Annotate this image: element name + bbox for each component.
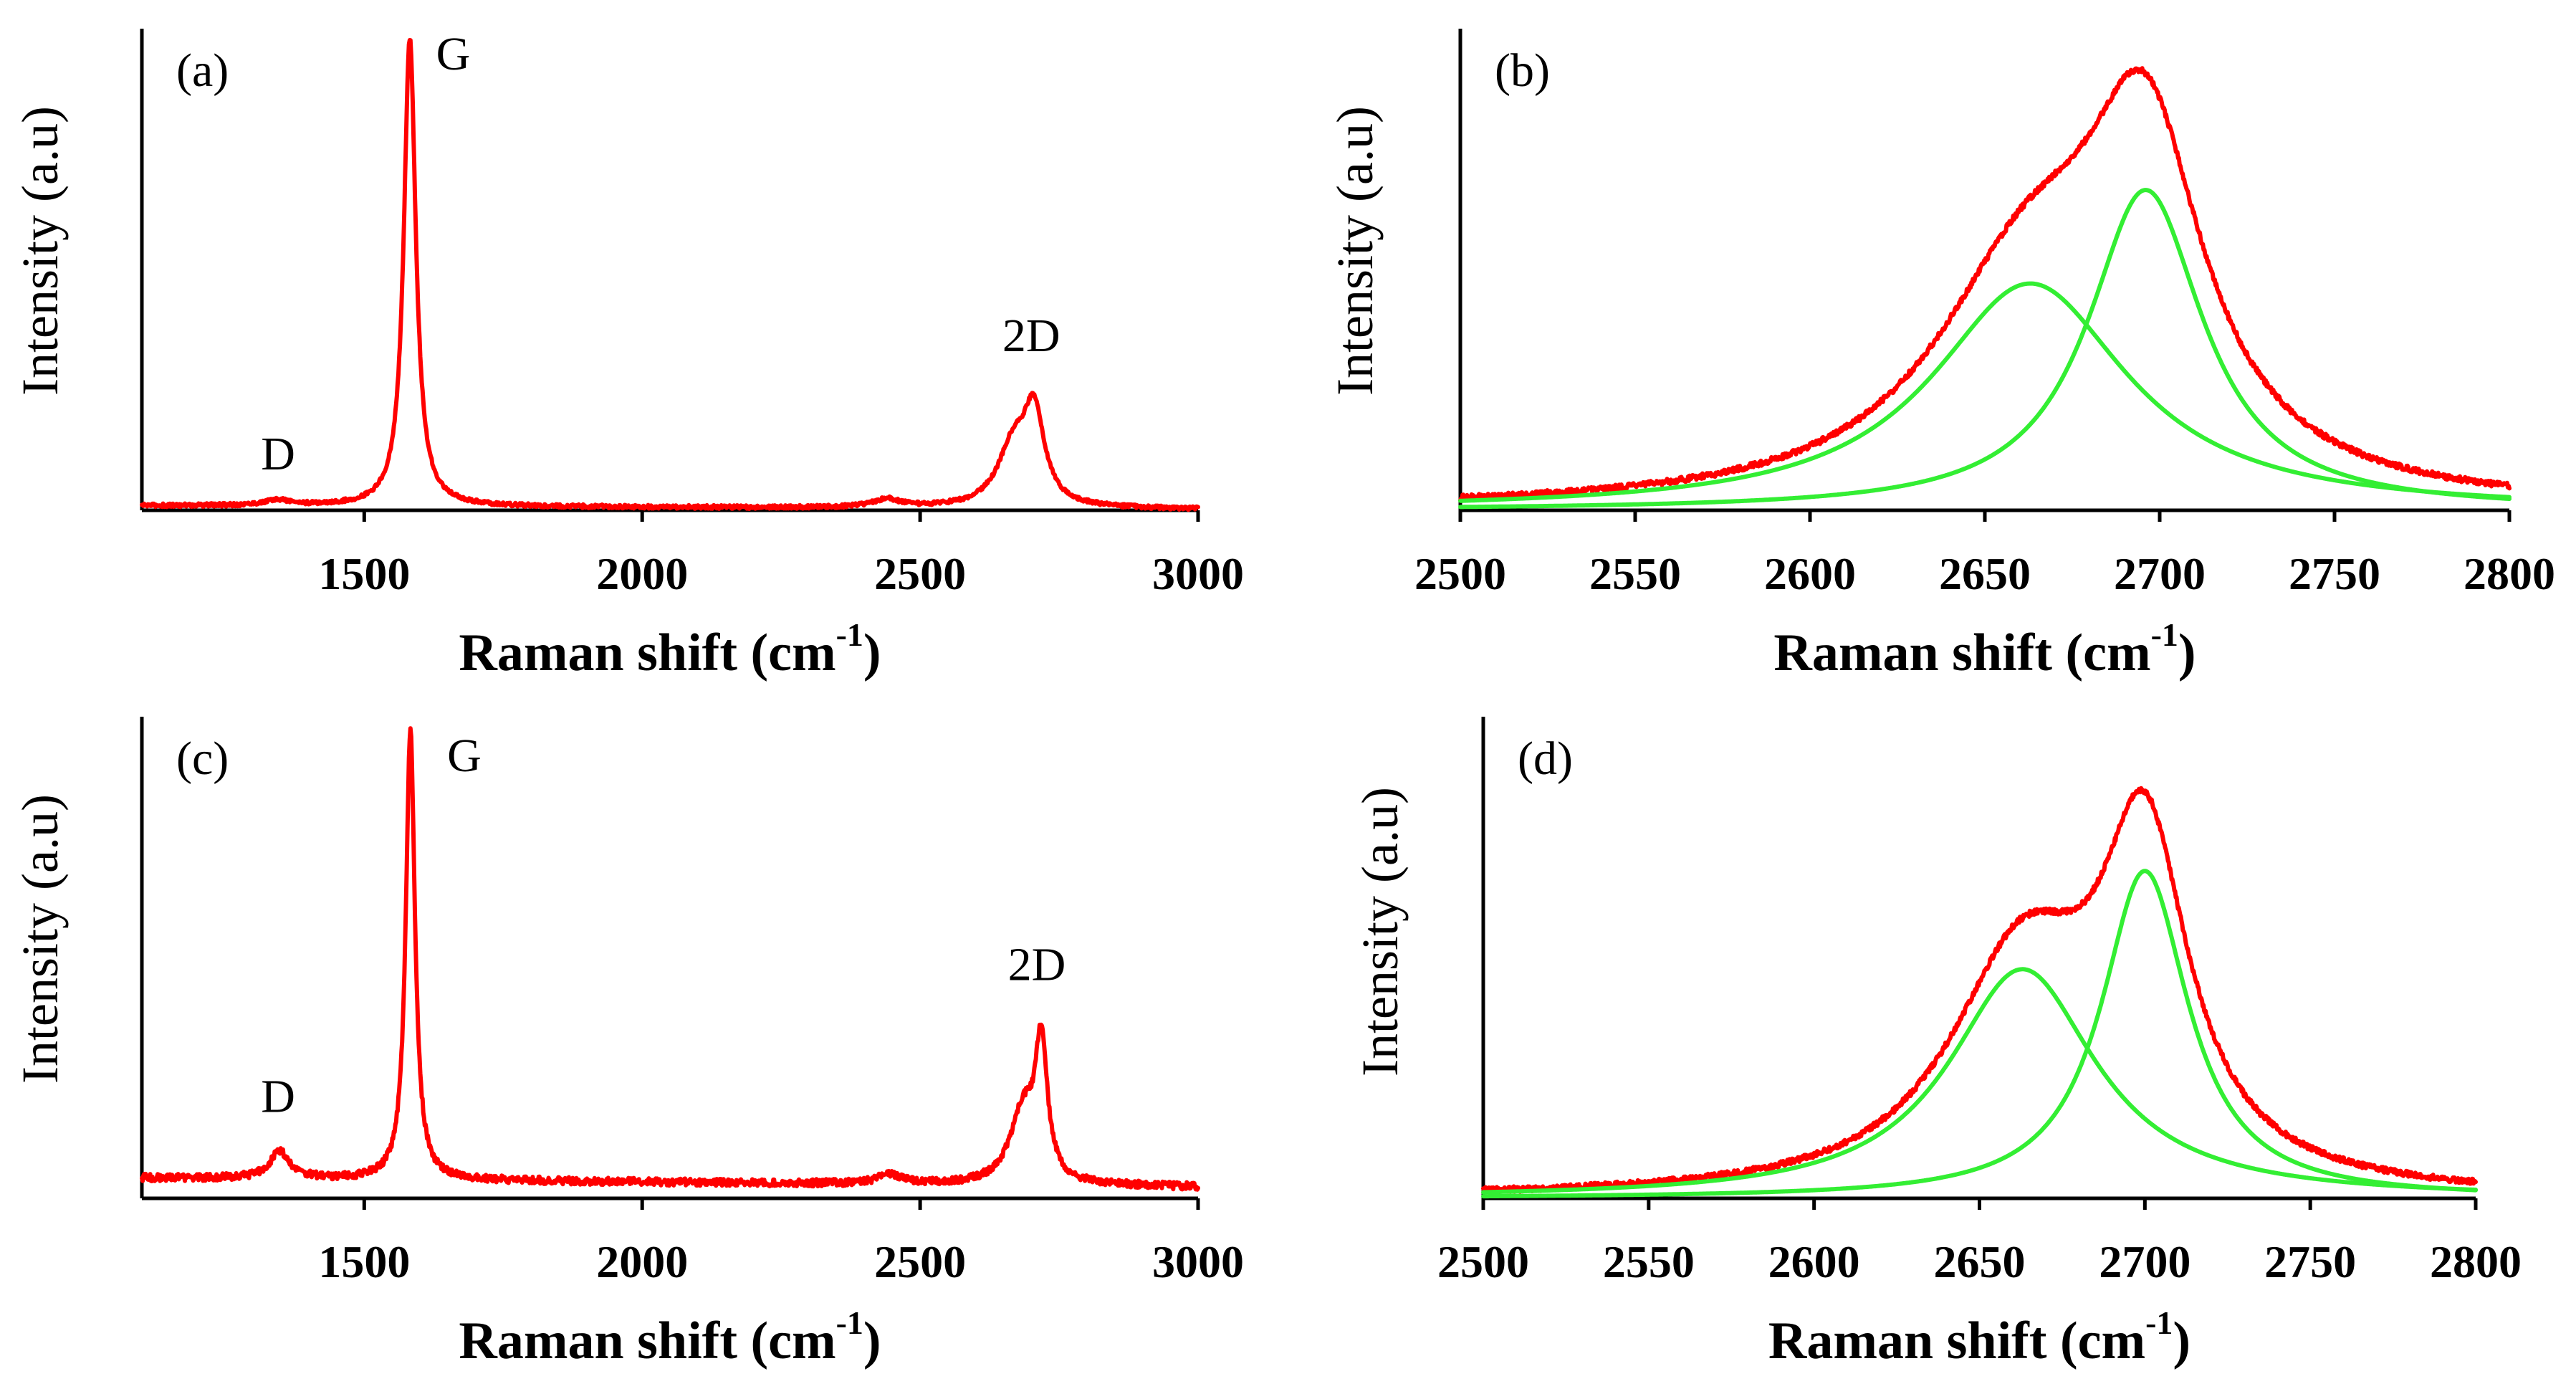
spectrum-line bbox=[140, 38, 1200, 512]
fit-curve bbox=[1481, 967, 2478, 1195]
x-tick-label: 2600 bbox=[1768, 1236, 1860, 1287]
y-axis-title: Intensity (a.u) bbox=[1326, 106, 1384, 396]
y-axis-title: Intensity (a.u) bbox=[11, 794, 69, 1084]
x-tick-label: 2750 bbox=[2289, 548, 2380, 599]
x-tick-label: 2700 bbox=[2114, 548, 2206, 599]
x-tick-label: 2650 bbox=[1934, 1236, 2026, 1287]
fit-curve bbox=[1458, 188, 2512, 510]
x-tick-label: 2500 bbox=[874, 548, 966, 599]
panel-label: (d) bbox=[1518, 732, 1573, 785]
peak-label-2d: 2D bbox=[1008, 939, 1066, 991]
x-tick-label: 2750 bbox=[2264, 1236, 2356, 1287]
x-tick-label: 2700 bbox=[2099, 1236, 2190, 1287]
x-tick-label: 2000 bbox=[596, 1236, 688, 1287]
panel-b: 2500 2550 2600 2650 2700 2750 2800 Raman shift … bbox=[1326, 29, 2555, 682]
x-axis-title: Raman shift (cm-1) bbox=[459, 1304, 881, 1370]
panel-d: 2500 2550 2600 2650 2700 2750 2800 Raman shift … bbox=[1351, 717, 2522, 1370]
x-tick-label: 2550 bbox=[1589, 548, 1681, 599]
x-tick-label: 1500 bbox=[318, 548, 410, 599]
x-tick-label: 2800 bbox=[2464, 548, 2555, 599]
x-tick-label: 2500 bbox=[1437, 1236, 1529, 1287]
x-tick-label: 2800 bbox=[2430, 1236, 2522, 1287]
x-tick-label: 2000 bbox=[596, 548, 688, 599]
y-axis-title: Intensity (a.u) bbox=[11, 106, 69, 396]
panel-c: 1500 2000 2500 3000 Raman shift (cm-1) Intens… bbox=[11, 717, 1244, 1370]
peak-label-2d: 2D bbox=[1002, 310, 1060, 362]
peak-label-g: G bbox=[436, 28, 471, 80]
panel-a: 1500 2000 2500 3000 Raman shift (cm-1) Intens… bbox=[11, 28, 1244, 682]
spectrum-line bbox=[140, 726, 1200, 1192]
spectrum-line bbox=[1458, 66, 2512, 502]
x-tick-label: 2600 bbox=[1764, 548, 1856, 599]
panel-label: (b) bbox=[1495, 44, 1550, 97]
x-tick-label: 3000 bbox=[1152, 548, 1244, 599]
x-tick-label: 2500 bbox=[874, 1236, 966, 1287]
peak-label-d: D bbox=[261, 428, 295, 480]
panel-label: (c) bbox=[176, 732, 229, 785]
x-axis-title: Raman shift (cm-1) bbox=[1768, 1304, 2190, 1370]
x-tick-label: 2650 bbox=[1939, 548, 2031, 599]
spectrum-line bbox=[1481, 786, 2478, 1195]
panel-label: (a) bbox=[176, 44, 229, 97]
x-tick-label: 2500 bbox=[1414, 548, 1506, 599]
x-tick-label: 2550 bbox=[1603, 1236, 1695, 1287]
peak-label-d: D bbox=[261, 1071, 295, 1123]
peak-label-g: G bbox=[447, 730, 482, 782]
x-axis-title: Raman shift (cm-1) bbox=[1773, 616, 2196, 682]
y-axis-title: Intensity (a.u) bbox=[1351, 787, 1409, 1076]
x-axis-title: Raman shift (cm-1) bbox=[459, 616, 881, 682]
fit-curve bbox=[1458, 281, 2512, 503]
x-tick-label: 3000 bbox=[1152, 1236, 1244, 1287]
fit-curve bbox=[1481, 869, 2478, 1199]
x-tick-label: 1500 bbox=[318, 1236, 410, 1287]
